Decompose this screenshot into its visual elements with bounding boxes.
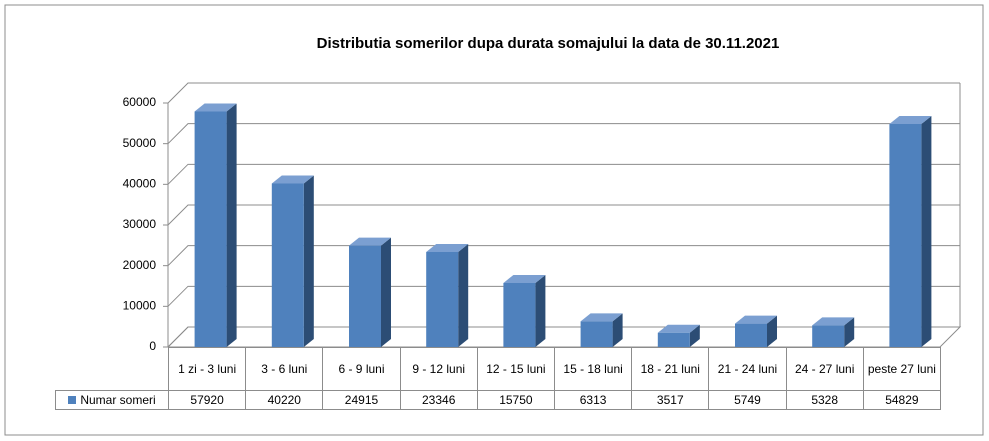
- category-cell: 3 - 6 luni: [245, 347, 324, 391]
- value-cell: 54829: [862, 390, 941, 410]
- bar-side: [303, 175, 314, 347]
- bar-front: [580, 321, 613, 347]
- category-cell: 24 - 27 luni: [785, 347, 864, 391]
- bar: [889, 116, 932, 347]
- legend-cell: Numar someri: [55, 390, 169, 410]
- bar-front: [271, 183, 304, 347]
- bar: [735, 315, 777, 347]
- bar: [580, 313, 623, 347]
- category-cell: peste 27 luni: [862, 347, 941, 391]
- y-tick-label: 10000: [123, 299, 157, 313]
- bar-front: [194, 111, 227, 347]
- bar-side: [844, 317, 855, 347]
- category-cell: 12 - 15 luni: [476, 347, 555, 391]
- bar-front: [812, 325, 845, 347]
- bar: [271, 175, 314, 347]
- value-cell: 6313: [554, 390, 633, 410]
- bar-side: [226, 103, 237, 347]
- category-cell: 1 zi - 3 luni: [168, 347, 247, 391]
- y-tick-label: 60000: [123, 95, 157, 109]
- y-tick-label: 50000: [123, 136, 157, 150]
- bar-top: [735, 315, 777, 324]
- bar-top: [657, 324, 700, 333]
- bar-front: [889, 124, 922, 347]
- bar-side: [767, 315, 777, 347]
- value-cell: 23346: [399, 390, 478, 410]
- bar-side: [689, 324, 700, 347]
- y-tick-label: 30000: [123, 217, 157, 231]
- bar-top: [426, 244, 469, 253]
- bar-top: [812, 317, 855, 326]
- bar: [426, 244, 469, 347]
- value-cell: 5328: [785, 390, 864, 410]
- value-cell: 15750: [476, 390, 555, 410]
- bar-top: [503, 274, 546, 283]
- bar: [349, 237, 391, 347]
- bar-side: [458, 244, 469, 347]
- bar-front: [657, 332, 690, 347]
- value-cell: 40220: [245, 390, 324, 410]
- bar-side: [381, 237, 391, 347]
- bar-front: [735, 323, 767, 347]
- y-tick-label: 40000: [123, 177, 157, 191]
- value-cell: 57920: [168, 390, 247, 410]
- grid-line: [167, 123, 960, 145]
- y-tick-label: 20000: [123, 258, 157, 272]
- category-cell: 18 - 21 luni: [631, 347, 710, 391]
- bar-top: [889, 116, 932, 125]
- y-tick-label: 0: [149, 339, 156, 353]
- bar: [503, 274, 546, 347]
- grid-line: [167, 285, 960, 307]
- category-cell: 6 - 9 luni: [322, 347, 401, 391]
- legend-swatch: [68, 396, 77, 404]
- bar-front: [349, 245, 381, 347]
- grid-line: [167, 204, 960, 226]
- grid-line: [167, 163, 960, 185]
- bar: [657, 324, 700, 347]
- value-cell: 5749: [708, 390, 787, 410]
- grid-line: [167, 326, 960, 348]
- category-cell: 9 - 12 luni: [399, 347, 478, 391]
- bar-top: [194, 103, 237, 112]
- bar-top: [580, 313, 623, 322]
- bar-front: [503, 282, 536, 347]
- grid-line: [167, 82, 960, 104]
- category-cell: 15 - 18 luni: [554, 347, 633, 391]
- bar-side: [612, 313, 623, 347]
- value-cell: 3517: [631, 390, 710, 410]
- legend-label: Numar someri: [80, 392, 156, 407]
- bar-side: [921, 116, 932, 347]
- chart-title: Distributia somerilor dupa durata somaju…: [317, 35, 780, 52]
- bar: [812, 317, 855, 347]
- category-cell: 21 - 24 luni: [708, 347, 787, 391]
- bar-side: [535, 274, 546, 347]
- bar-top: [271, 175, 314, 184]
- bar-top: [349, 237, 391, 246]
- grid-line: [167, 245, 960, 267]
- bar-front: [426, 252, 459, 347]
- bar: [194, 103, 237, 347]
- value-cell: 24915: [322, 390, 401, 410]
